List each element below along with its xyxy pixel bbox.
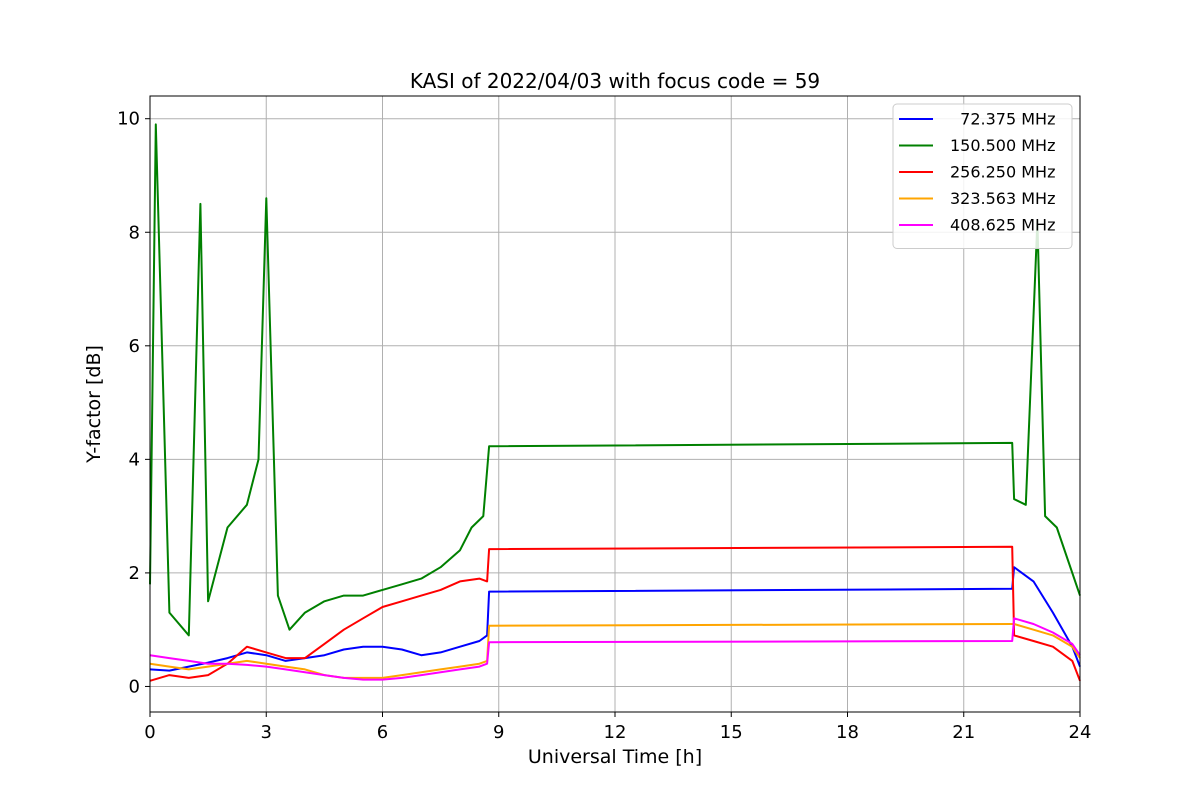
x-tick-label: 3 (261, 722, 272, 743)
y-tick-label: 0 (129, 676, 140, 697)
legend: 72.375 MHz 150.500 MHz 256.250 MHz 323.563 … (892, 103, 1073, 249)
series-line-1 (149, 566, 1081, 672)
x-tick-label: 24 (1069, 722, 1092, 743)
legend-entry: 408.625 MHz (950, 216, 1055, 235)
x-tick-label: 0 (144, 722, 155, 743)
series-line-5 (149, 617, 1081, 681)
x-tick-label: 6 (377, 722, 388, 743)
x-tick-label: 12 (604, 722, 627, 743)
chart-title: KASI of 2022/04/03 with focus code = 59 (410, 69, 820, 93)
legend-entry: 323.563 MHz (950, 189, 1055, 208)
x-axis-label: Universal Time [h] (528, 746, 702, 768)
legend-box (892, 103, 1073, 249)
x-tick-label: 18 (836, 722, 859, 743)
y-axis-label: Y-factor [dB] (83, 345, 105, 464)
y-tick-label: 10 (117, 109, 140, 130)
legend-entry: 150.500 MHz (950, 136, 1055, 155)
y-tick-label: 4 (129, 449, 140, 470)
x-tick-label: 21 (952, 722, 975, 743)
series-layer (149, 123, 1081, 682)
x-tick-label: 9 (493, 722, 504, 743)
y-tick-label: 6 (129, 336, 140, 357)
y-tick-label: 2 (129, 563, 140, 584)
legend-entry: 72.375 MHz (950, 110, 1055, 129)
y-tick-label: 8 (129, 222, 140, 243)
series-line-2 (149, 123, 1081, 637)
x-tick-label: 15 (720, 722, 743, 743)
legend-entry: 256.250 MHz (950, 163, 1055, 182)
